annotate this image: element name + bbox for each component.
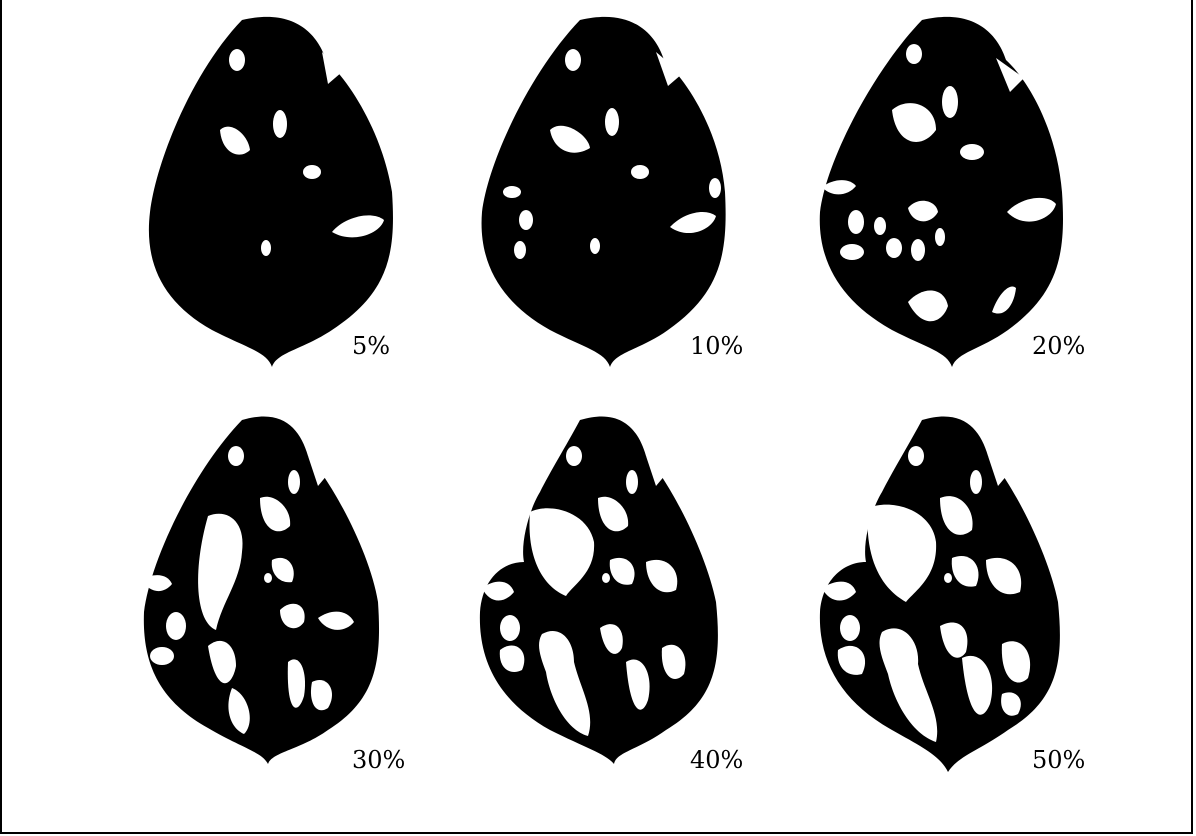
leaf-panel-40: 40% [470, 412, 810, 812]
leaf-panel-20: 20% [812, 12, 1152, 412]
defoliation-label: 10% [690, 332, 744, 360]
leaf-panel-30: 30% [132, 412, 472, 812]
leaf-icon [142, 416, 380, 764]
defoliation-label: 50% [1032, 746, 1086, 774]
defoliation-label: 20% [1032, 332, 1086, 360]
defoliation-label: 5% [352, 332, 391, 360]
leaf-panel-50: 50% [812, 412, 1152, 812]
leaf-panel-5: 5% [132, 12, 472, 412]
defoliation-label: 30% [352, 746, 406, 774]
defoliation-label: 40% [690, 746, 744, 774]
leaf-icon [148, 16, 393, 368]
leaf-icon [481, 16, 726, 368]
leaf-icon [479, 416, 718, 764]
leaf-icon [819, 416, 1060, 772]
leaf-icon [819, 16, 1064, 368]
leaf-panel-10: 10% [470, 12, 810, 412]
